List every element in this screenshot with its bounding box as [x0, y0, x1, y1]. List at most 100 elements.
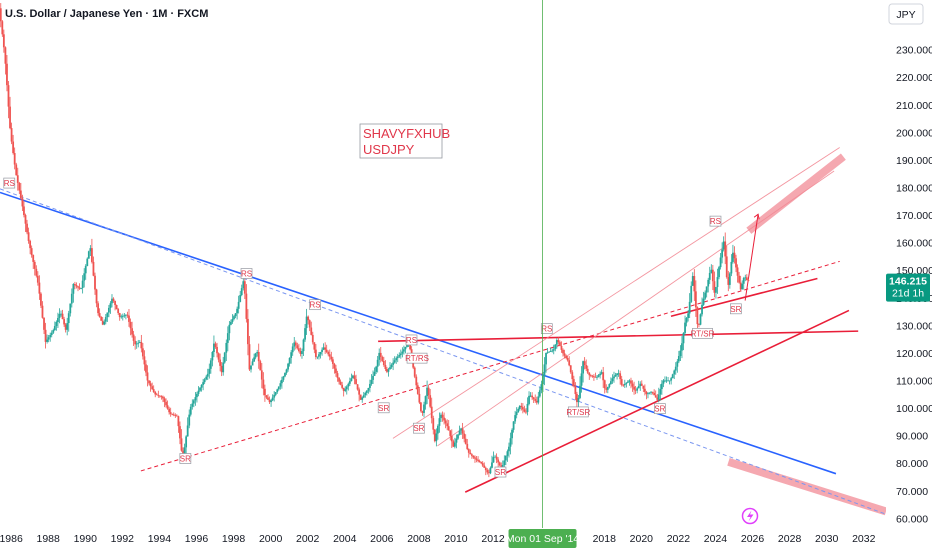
candle — [396, 353, 399, 363]
candle — [682, 332, 685, 351]
candle — [214, 341, 217, 349]
candle — [732, 244, 734, 264]
candle-body — [525, 411, 527, 413]
candle-body — [401, 351, 404, 354]
candle-body — [199, 387, 201, 391]
candle — [639, 381, 642, 391]
candle-body — [472, 455, 475, 458]
candle-body — [681, 343, 683, 351]
candle-body — [70, 293, 73, 304]
candle-body — [333, 363, 336, 369]
candle-body — [220, 365, 223, 373]
candle-body — [285, 369, 288, 373]
x-tick-label: 1996 — [185, 533, 209, 545]
candle — [26, 219, 28, 235]
candle — [29, 239, 32, 255]
marker-rt-sr: RT/SR — [566, 406, 590, 418]
candle-body — [732, 252, 734, 262]
candle-body — [129, 321, 132, 329]
candle-body — [602, 372, 605, 381]
x-axis-ticks: 1986 1988 1990 1992 1994 1996 1998 2000 2002 2004… — [0, 533, 876, 545]
candle — [160, 395, 163, 400]
candle — [126, 311, 129, 318]
marker-frame — [179, 453, 192, 464]
annotation-box[interactable]: SHAVYFXHUB USDJPY — [359, 123, 450, 159]
candle-body — [336, 373, 339, 378]
candle-body — [478, 460, 481, 463]
candle-body — [192, 400, 195, 404]
candle-body — [498, 462, 501, 466]
candle — [736, 264, 739, 283]
candle-body — [418, 393, 421, 403]
candle — [679, 345, 682, 362]
candle-body — [617, 373, 620, 375]
candle — [633, 381, 635, 395]
candle-body — [665, 380, 668, 382]
lightning-icon[interactable] — [741, 507, 759, 525]
candle-body — [576, 394, 578, 403]
candle-body — [162, 396, 164, 399]
candle-body — [568, 360, 571, 366]
candle — [330, 351, 333, 362]
marker-label: RS — [310, 301, 321, 310]
candle — [149, 380, 152, 392]
candle-body — [520, 405, 523, 408]
candle-body — [521, 407, 524, 410]
candle-body — [256, 352, 259, 354]
candle — [140, 334, 143, 353]
candle — [662, 379, 665, 388]
last-price-badge: 146.215 21d 1h — [886, 273, 930, 302]
candle — [168, 406, 171, 415]
candle — [228, 321, 231, 341]
candle — [328, 349, 331, 361]
candle — [599, 371, 601, 379]
candle-body — [304, 328, 306, 340]
candle-body — [253, 357, 255, 362]
candle-body — [492, 457, 495, 463]
candle-body — [83, 273, 86, 281]
candle — [253, 353, 255, 363]
candle — [124, 314, 127, 320]
candle-body — [727, 277, 730, 285]
candle-body — [586, 368, 589, 373]
candle — [443, 412, 445, 425]
candle — [143, 350, 146, 371]
candle — [472, 455, 475, 459]
candle — [677, 350, 680, 364]
currency-badge-label: JPY — [896, 9, 915, 21]
currency-badge[interactable]: JPY — [888, 3, 924, 25]
time-axis-area[interactable] — [0, 528, 886, 550]
candle-body — [693, 276, 696, 292]
candle-body — [378, 352, 381, 360]
marker-sr: SR — [179, 453, 192, 464]
candle — [205, 374, 208, 381]
candle — [645, 390, 648, 400]
candle — [273, 391, 276, 402]
candle — [220, 362, 223, 377]
marker-rs: RS — [709, 215, 722, 227]
candle — [172, 412, 175, 417]
candle — [294, 340, 297, 350]
candle-body — [373, 371, 376, 376]
candle-body — [657, 394, 660, 400]
candle-body — [64, 324, 67, 330]
candle-body — [531, 395, 534, 398]
candle — [594, 372, 597, 378]
price-axis-area[interactable] — [886, 0, 932, 528]
candle-body — [642, 385, 645, 389]
candle — [274, 391, 277, 397]
candle — [103, 319, 106, 326]
candle-body — [449, 430, 452, 436]
candle — [41, 301, 44, 319]
candle — [626, 380, 629, 383]
candle — [535, 396, 538, 405]
crosshair-date-text: Mon 01 Sep '14 — [506, 533, 579, 545]
candle — [98, 308, 101, 318]
candle-body — [262, 379, 265, 389]
candle-body — [426, 387, 428, 397]
candle-body — [596, 376, 598, 378]
marker-rs: RS — [3, 177, 16, 189]
candle — [538, 387, 541, 398]
candle-body — [140, 342, 143, 349]
